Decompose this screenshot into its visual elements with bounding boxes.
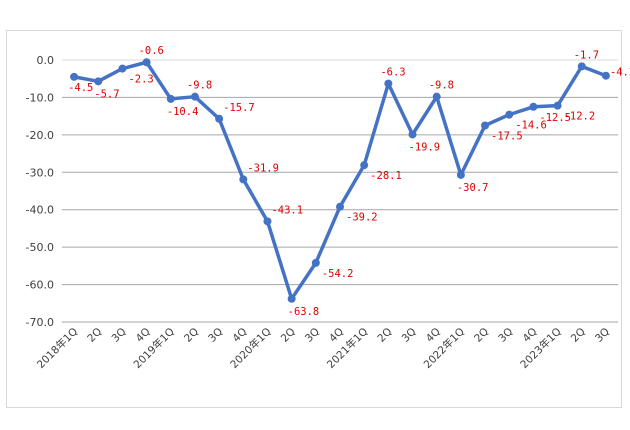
data-point <box>384 79 393 88</box>
y-tick-label: -10.0 <box>26 91 54 104</box>
x-tick-label: 4Q <box>520 326 539 345</box>
data-point <box>190 92 199 101</box>
data-point <box>553 101 562 110</box>
data-point <box>142 58 151 67</box>
data-point <box>336 202 344 211</box>
data-label: -63.8 <box>288 306 320 318</box>
data-point <box>118 64 127 73</box>
data-point <box>529 102 538 111</box>
x-tick-label: 2Q <box>569 326 588 345</box>
data-label: -31.9 <box>247 162 279 174</box>
x-tick-label: 3Q <box>206 326 225 345</box>
y-tick-label: -20.0 <box>26 129 54 142</box>
x-tick-label: 2Q <box>472 326 491 345</box>
data-label: -14.6 <box>515 120 547 132</box>
x-tick-label: 3Q <box>593 326 612 345</box>
data-label: -30.7 <box>457 182 489 194</box>
data-label: -5.7 <box>94 88 119 100</box>
x-tick-label: 4Q <box>230 326 249 345</box>
data-point <box>311 258 320 267</box>
x-tick-label: 2018年1Q <box>34 325 80 371</box>
y-tick-label: -60.0 <box>26 279 54 292</box>
data-point <box>601 71 610 80</box>
y-tick-label: -30.0 <box>26 166 54 179</box>
x-tick-label: 3Q <box>109 326 128 345</box>
data-label: -2.3 <box>128 74 153 86</box>
data-label: -0.6 <box>139 45 164 57</box>
x-tick-label: 3Q <box>303 326 322 345</box>
data-label: -1.7 <box>574 49 599 61</box>
data-point <box>360 161 369 170</box>
chart-frame <box>6 30 622 408</box>
data-label: -54.2 <box>322 268 354 280</box>
x-tick-label: 3Q <box>400 326 419 345</box>
data-point <box>577 62 586 71</box>
data-label: -28.1 <box>370 170 402 182</box>
data-label: -4.2 <box>610 67 630 79</box>
data-point <box>166 94 175 103</box>
data-label: -9.8 <box>187 80 212 92</box>
x-tick-label: 2Q <box>279 326 298 345</box>
data-label: -10.4 <box>167 106 199 118</box>
data-point <box>505 110 514 119</box>
data-point <box>287 294 296 303</box>
x-tick-label: 3Q <box>496 326 515 345</box>
data-label: -15.7 <box>223 102 255 114</box>
data-point <box>456 170 465 179</box>
data-label: -6.3 <box>380 67 405 79</box>
data-label: -9.8 <box>429 80 454 92</box>
data-point <box>481 121 490 130</box>
data-label: -19.9 <box>409 141 441 153</box>
data-label: -39.2 <box>346 212 378 224</box>
data-label: -12.2 <box>564 111 596 123</box>
x-tick-label: 4Q <box>134 326 153 345</box>
y-tick-label: -40.0 <box>26 204 54 217</box>
data-label: -43.1 <box>271 204 303 216</box>
y-tick-label: 0.0 <box>37 54 55 67</box>
data-label: -4.5 <box>68 82 93 94</box>
data-point <box>263 217 272 226</box>
y-tick-label: -50.0 <box>26 241 54 254</box>
data-point <box>432 92 441 101</box>
x-tick-label: 4Q <box>327 326 346 345</box>
data-point <box>215 114 224 123</box>
x-tick-label: 4Q <box>424 326 443 345</box>
data-label: -12.5 <box>539 112 571 124</box>
data-point <box>94 77 103 86</box>
data-point <box>239 175 248 184</box>
data-label: -17.5 <box>491 131 523 143</box>
y-tick-label: -70.0 <box>26 316 54 329</box>
data-point <box>408 130 417 139</box>
x-tick-label: 2Q <box>375 326 394 345</box>
x-tick-label: 2Q <box>182 326 201 345</box>
x-tick-label: 2Q <box>85 326 104 345</box>
data-point <box>70 72 79 81</box>
